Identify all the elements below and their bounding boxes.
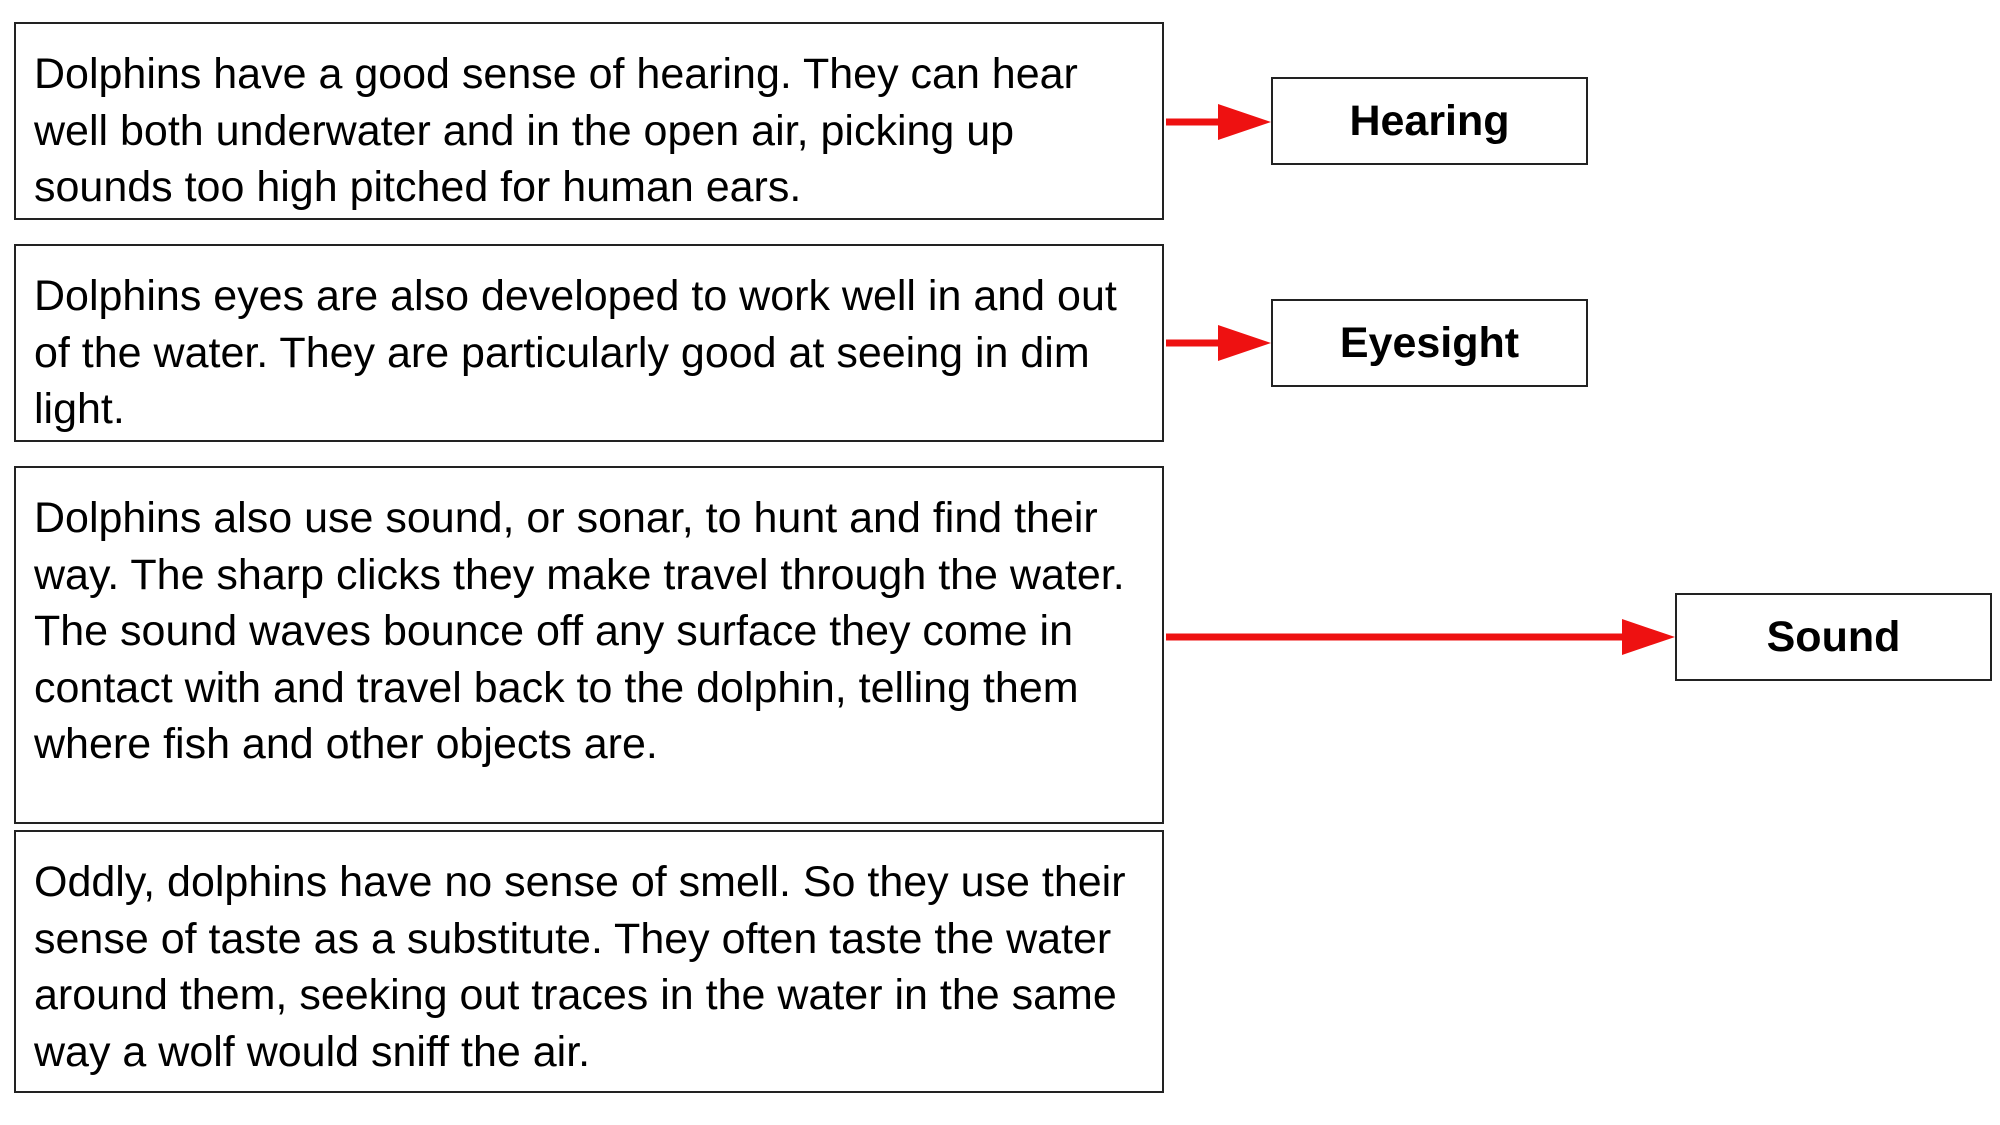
passage-sound-box: Dolphins also use sound, or sonar, to hu… [14, 466, 1164, 824]
arrow-eyesight [1166, 325, 1271, 361]
passage-smell-taste-text: Oddly, dolphins have no sense of smell. … [34, 858, 1126, 1076]
passage-smell-taste-box: Oddly, dolphins have no sense of smell. … [14, 830, 1164, 1093]
passage-hearing-box: Dolphins have a good sense of hearing. T… [14, 22, 1164, 220]
arrow-hearing [1166, 104, 1271, 140]
label-eyesight-text: Eyesight [1339, 318, 1520, 367]
passage-hearing-text: Dolphins have a good sense of hearing. T… [34, 50, 1078, 211]
passage-sound-text: Dolphins also use sound, or sonar, to hu… [34, 494, 1125, 768]
label-sound: Sound [1675, 593, 1992, 681]
passage-eyesight-box: Dolphins eyes are also developed to work… [14, 244, 1164, 442]
label-hearing: Hearing [1271, 77, 1588, 165]
arrow-sound [1166, 619, 1675, 655]
label-hearing-text: Hearing [1349, 96, 1510, 145]
label-eyesight: Eyesight [1271, 299, 1588, 387]
label-sound-text: Sound [1766, 612, 1901, 661]
passage-eyesight-text: Dolphins eyes are also developed to work… [34, 272, 1117, 433]
